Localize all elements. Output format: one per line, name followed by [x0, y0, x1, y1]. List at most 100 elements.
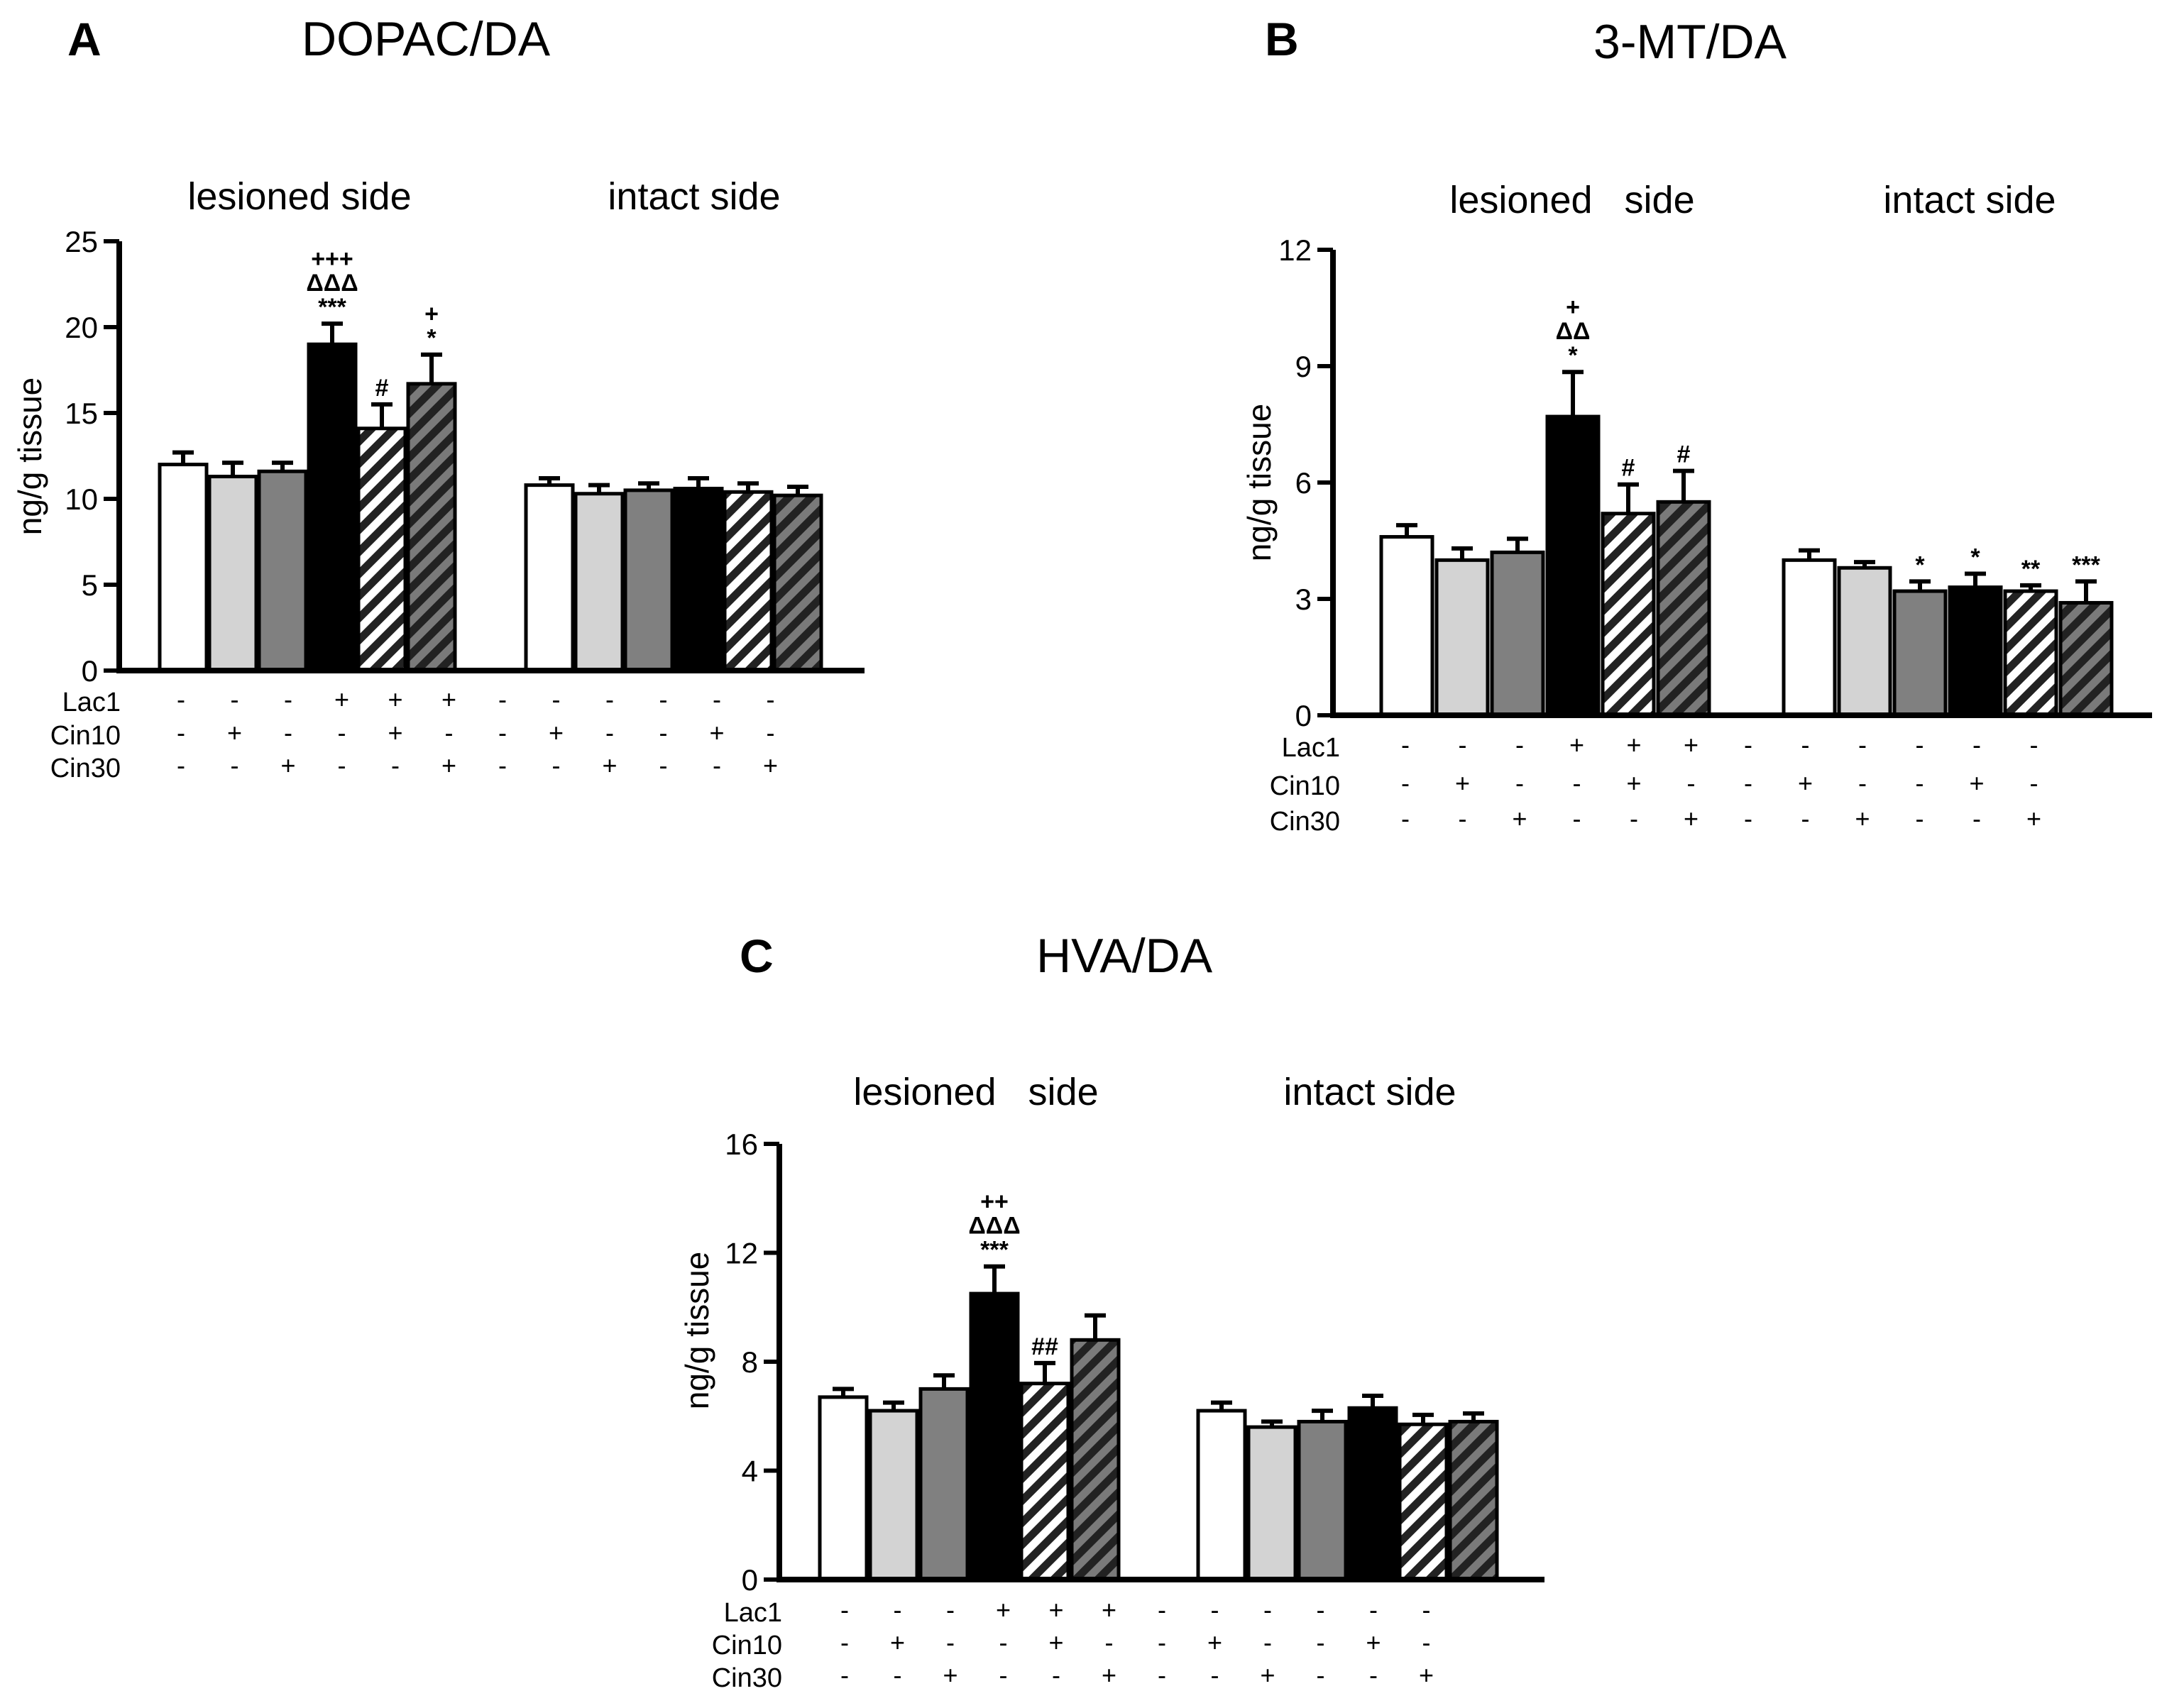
treatment-symbol: +	[1366, 1628, 1381, 1657]
significance-marker: ΔΔΔ	[968, 1213, 1020, 1240]
significance-marker: #	[1622, 455, 1635, 482]
treatment-symbol: -	[1801, 730, 1810, 759]
bar-lesioned-lac1-cin10	[1019, 1382, 1070, 1582]
treatment-symbol: -	[1158, 1628, 1166, 1657]
bar-lesioned-control	[158, 463, 209, 673]
treatment-symbol: +	[1684, 804, 1699, 833]
treatment-symbol: -	[231, 685, 239, 714]
bar-lesioned-cin30	[918, 1387, 970, 1582]
y-axis: 0 4 8 12 16	[725, 1128, 1544, 1597]
treatment-symbol: -	[498, 685, 507, 714]
bar-intact-lac1-cin30	[2058, 600, 2114, 717]
treatment-symbol: -	[1916, 730, 1924, 759]
treatment-symbol: -	[1211, 1660, 1219, 1690]
bar-lesioned-lac1-cin30	[1070, 1338, 1121, 1582]
bar-intact-lac1-cin30	[772, 493, 823, 673]
y-tick-label: 0	[1295, 699, 1312, 732]
y-tick-label: 10	[65, 483, 98, 516]
treatment-symbol: +	[996, 1595, 1011, 1624]
treatment-symbol: -	[659, 685, 668, 714]
bar-intact-lac1-cin10	[2003, 589, 2058, 717]
treatment-symbol: +	[388, 718, 402, 747]
significance-marker: **	[2021, 556, 2041, 583]
treatment-symbol: -	[1459, 730, 1467, 759]
treatment-symbol: -	[605, 685, 614, 714]
bar-lesioned-lac1-cin30	[1656, 500, 1711, 717]
treatment-symbol: +	[1419, 1660, 1434, 1690]
significance-marker: +	[424, 301, 439, 328]
treatment-symbol: -	[767, 718, 775, 747]
treatment-symbol: +	[441, 751, 456, 780]
treatment-symbol: -	[1317, 1595, 1325, 1624]
treatment-symbol: -	[1972, 804, 1981, 833]
y-tick-label: 0	[82, 654, 98, 688]
treatment-symbol: -	[1515, 768, 1524, 798]
bar-lesioned-lac1-cin10	[356, 426, 407, 673]
bar-intact-cin10	[1246, 1425, 1297, 1582]
bar-lesioned-cin30	[1490, 550, 1545, 717]
bar-intact-lac1	[1948, 585, 2003, 717]
panel-title: HVA/DA	[1036, 929, 1213, 983]
treatment-label-cin30: Cin30	[712, 1663, 782, 1693]
intact-side-label: intact side	[1883, 179, 2056, 221]
panel-letter: C	[740, 930, 774, 982]
treatment-symbol: -	[894, 1595, 902, 1624]
treatment-label-lac1: Lac1	[62, 688, 121, 717]
intact-side-label: intact side	[1283, 1071, 1456, 1113]
panel-letter: A	[67, 13, 101, 65]
bar-lesioned-lac1	[1545, 414, 1601, 717]
treatment-symbol: +	[1102, 1595, 1116, 1624]
treatment-symbol: +	[1207, 1628, 1222, 1657]
y-axis-label: ng/g tissue	[1241, 404, 1278, 561]
treatment-symbol: -	[605, 718, 614, 747]
significance-marker: +	[1566, 294, 1580, 321]
y-tick-label: 16	[725, 1128, 758, 1161]
treatment-symbol: -	[840, 1595, 849, 1624]
y-tick-label: 4	[742, 1455, 758, 1488]
treatment-symbol: -	[1916, 804, 1924, 833]
y-tick-label: 20	[65, 311, 98, 344]
treatment-symbol: -	[1263, 1628, 1272, 1657]
y-tick-label: 0	[742, 1563, 758, 1597]
bar-intact-lac1-cin10	[723, 490, 774, 673]
treatment-symbol: +	[1855, 804, 1870, 833]
treatment-symbol: -	[177, 751, 185, 780]
treatment-symbol: -	[391, 751, 400, 780]
treatment-label-cin10: Cin10	[1270, 771, 1340, 801]
bar-intact-cin30	[1892, 589, 1948, 717]
treatment-symbol: -	[1211, 1595, 1219, 1624]
treatment-symbol: +	[334, 685, 349, 714]
treatment-symbol: -	[177, 718, 185, 747]
panel-title: DOPAC/DA	[302, 12, 551, 66]
treatment-symbol: +	[2026, 804, 2041, 833]
treatment-symbol: +	[890, 1628, 905, 1657]
bar-intact-control	[524, 483, 575, 673]
y-tick-label: 25	[65, 225, 98, 258]
treatment-symbol: -	[1573, 804, 1581, 833]
treatment-symbol: -	[1263, 1595, 1272, 1624]
lesioned-side-label: lesioned side	[1449, 179, 1694, 221]
significance-marker: ***	[980, 1237, 1009, 1264]
treatment-symbol: -	[1369, 1595, 1378, 1624]
treatment-symbol: -	[498, 718, 507, 747]
treatment-symbol: +	[602, 751, 617, 780]
treatment-symbol: +	[1260, 1660, 1275, 1690]
treatment-symbol: +	[1798, 768, 1813, 798]
treatment-symbol: -	[338, 751, 346, 780]
panel-letter: B	[1265, 13, 1299, 65]
treatment-symbol: -	[946, 1628, 955, 1657]
panel-b: B 3-MT/DA lesioned side intact side ng/g…	[1241, 13, 2152, 837]
treatment-symbol: -	[713, 685, 721, 714]
treatment-symbol: -	[2030, 768, 2038, 798]
treatment-symbol: +	[549, 718, 564, 747]
treatment-symbol: +	[280, 751, 295, 780]
bar-intact-cin10	[574, 492, 625, 673]
treatment-symbol: -	[1801, 804, 1810, 833]
bar-lesioned-cin10	[868, 1409, 919, 1582]
bar-intact-cin30	[1297, 1419, 1348, 1582]
treatment-label-lac1: Lac1	[1282, 733, 1340, 763]
treatment-symbol: -	[284, 718, 292, 747]
bar-lesioned-control	[818, 1395, 869, 1582]
treatment-symbol: -	[840, 1660, 849, 1690]
treatment-symbol: -	[1573, 768, 1581, 798]
